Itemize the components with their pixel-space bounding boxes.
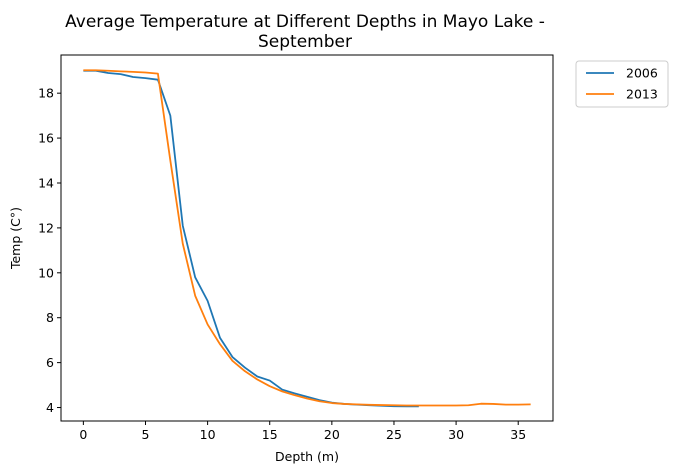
plot-frame <box>60 54 554 422</box>
legend-label-2006: 2006 <box>626 66 658 81</box>
x-axis-label: Depth (m) <box>275 449 339 464</box>
y-tick-label: 16 <box>38 131 54 146</box>
x-tick-label: 30 <box>448 427 464 442</box>
y-axis-label: Temp (C°) <box>8 207 23 270</box>
legend-label-2013: 2013 <box>626 87 658 102</box>
x-tick-label: 5 <box>142 427 150 442</box>
plot-lines <box>83 69 531 408</box>
legend: 2006 2013 <box>575 60 669 108</box>
series-line-2006 <box>83 69 419 408</box>
x-tick-label: 35 <box>510 427 526 442</box>
y-tick-label: 10 <box>38 265 54 280</box>
y-tick-label: 12 <box>38 220 54 235</box>
y-tick-label: 14 <box>38 175 54 190</box>
chart-title-line-2: September <box>258 32 352 52</box>
x-tick-label: 0 <box>79 427 87 442</box>
y-tick-label: 6 <box>46 355 54 370</box>
x-tick-label: 15 <box>262 427 278 442</box>
x-axis: 0 5 10 15 20 25 30 35 <box>79 421 526 442</box>
y-tick-label: 8 <box>46 310 54 325</box>
x-tick-label: 10 <box>200 427 216 442</box>
y-tick-label: 18 <box>38 86 54 101</box>
x-tick-label: 25 <box>386 427 402 442</box>
y-axis: 4 6 8 10 12 14 16 18 <box>38 86 61 415</box>
y-tick-label: 4 <box>46 400 54 415</box>
series-line-2013 <box>83 69 531 407</box>
x-tick-label: 20 <box>324 427 340 442</box>
chart-title-line-1: Average Temperature at Different Depths … <box>65 12 545 32</box>
